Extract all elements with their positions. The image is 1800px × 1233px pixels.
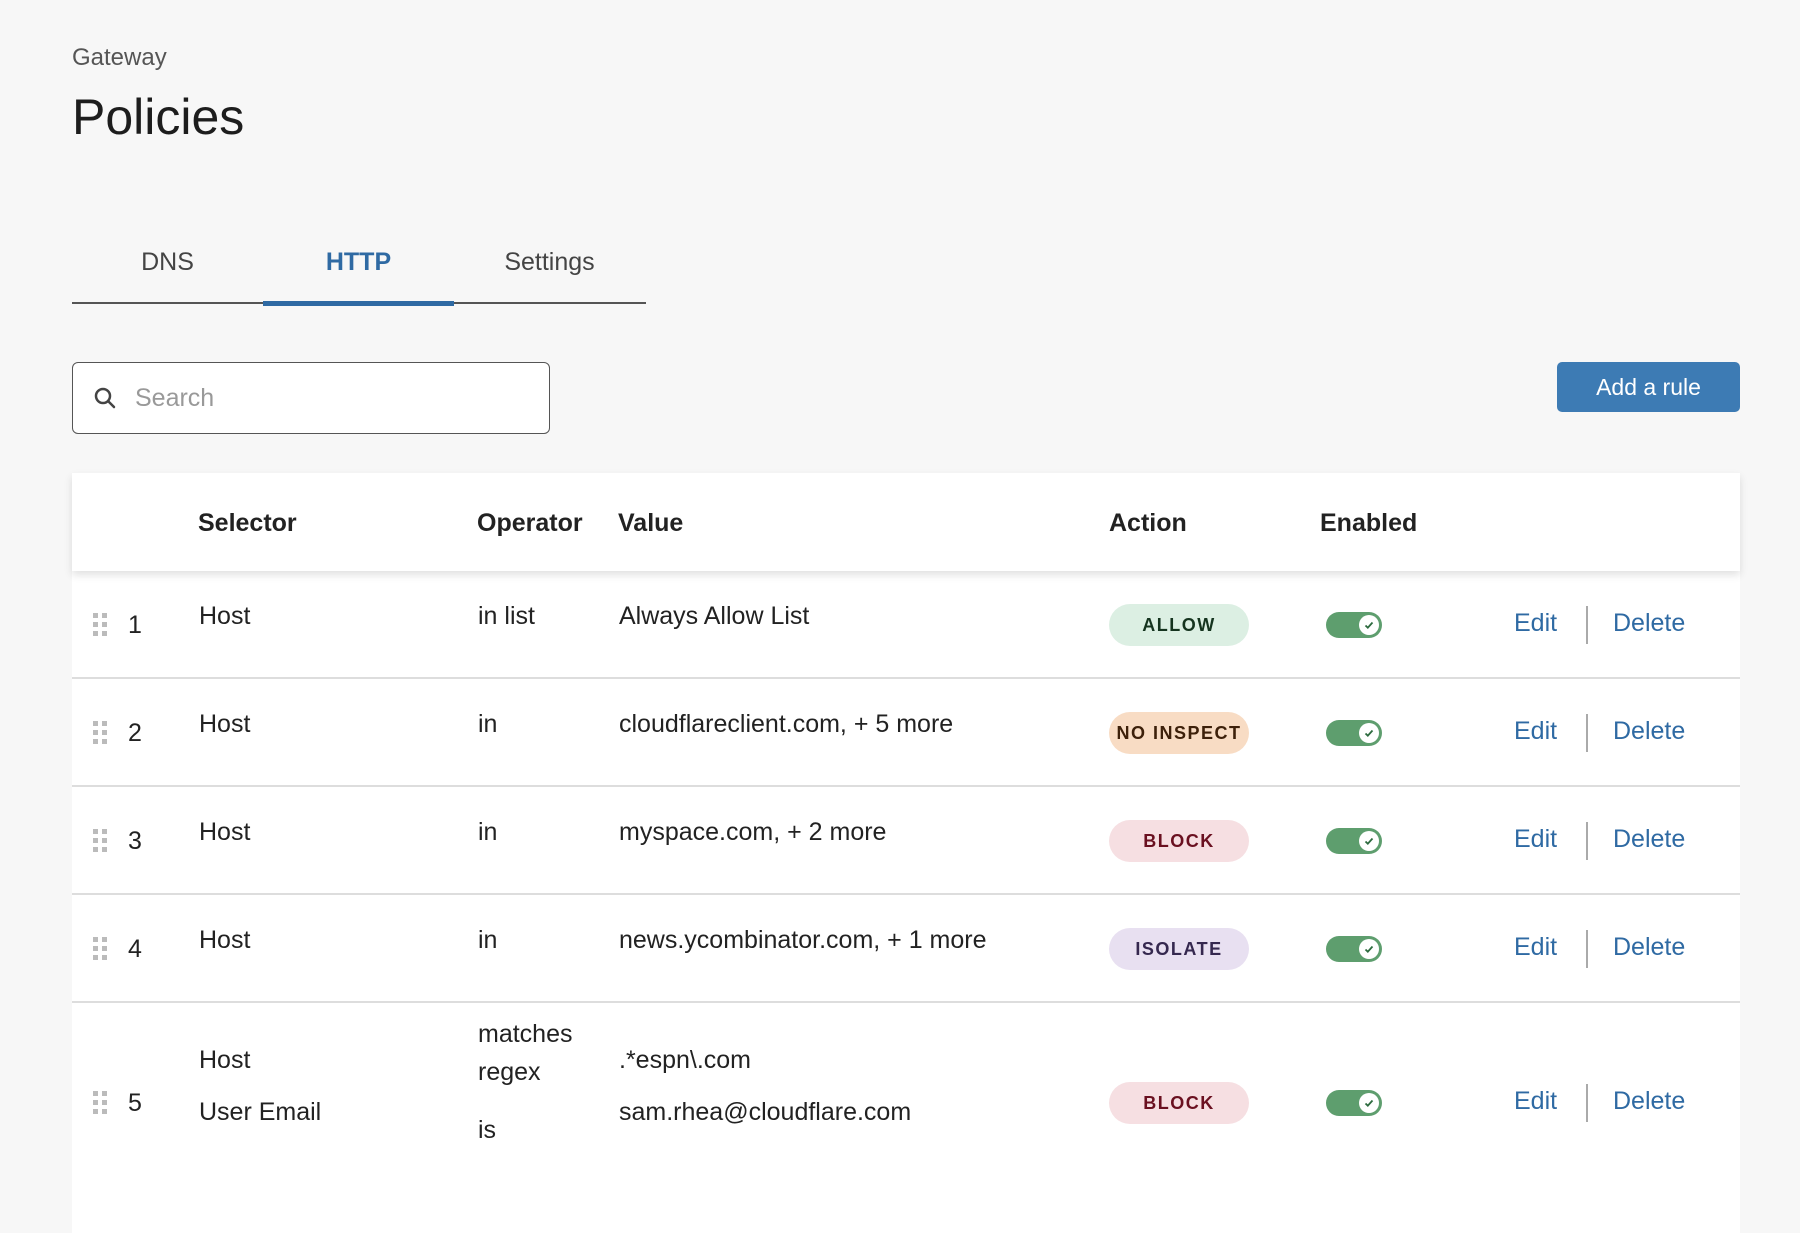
value-text: cloudflareclient.com, + 5 more bbox=[619, 710, 954, 738]
table-row: 4 Host in news.ycombinator.com, + 1 more ISO… bbox=[72, 895, 1740, 1003]
table-row: 2 Host in cloudflareclient.com, + 5 more NO … bbox=[72, 679, 1740, 787]
check-icon bbox=[1359, 1093, 1379, 1113]
selector-text: Host bbox=[199, 602, 251, 630]
table-row: 5 Host User Email matches regex is .*espn\.co… bbox=[72, 1003, 1740, 1203]
drag-handle-icon[interactable] bbox=[93, 613, 107, 637]
action-divider bbox=[1586, 714, 1588, 752]
column-header-selector[interactable]: Selector bbox=[198, 509, 297, 537]
value-text: sam.rhea@cloudflare.com bbox=[619, 1098, 912, 1126]
operator-text: matches regex bbox=[478, 1020, 573, 1086]
drag-handle-icon[interactable] bbox=[93, 721, 107, 745]
selector-text: Host bbox=[199, 1046, 251, 1074]
delete-link[interactable]: Delete bbox=[1613, 717, 1686, 745]
edit-link[interactable]: Edit bbox=[1514, 717, 1558, 745]
breadcrumb[interactable]: Gateway bbox=[72, 44, 167, 71]
check-icon bbox=[1359, 939, 1379, 959]
selector-text: Host bbox=[199, 710, 251, 738]
action-divider bbox=[1586, 822, 1588, 860]
edit-link[interactable]: Edit bbox=[1514, 825, 1558, 853]
search-input[interactable] bbox=[135, 383, 515, 413]
check-icon bbox=[1359, 831, 1379, 851]
drag-handle-icon[interactable] bbox=[93, 1091, 107, 1115]
enabled-toggle[interactable] bbox=[1326, 720, 1382, 746]
rule-index: 4 bbox=[128, 935, 142, 963]
tab-bar: DNS HTTP Settings bbox=[72, 236, 646, 306]
edit-link[interactable]: Edit bbox=[1514, 933, 1558, 961]
search-icon bbox=[94, 387, 116, 409]
delete-link[interactable]: Delete bbox=[1613, 933, 1686, 961]
enabled-toggle[interactable] bbox=[1326, 612, 1382, 638]
value-text: Always Allow List bbox=[619, 602, 810, 630]
delete-link[interactable]: Delete bbox=[1613, 609, 1686, 637]
action-divider bbox=[1586, 930, 1588, 968]
operator-text: in bbox=[478, 818, 498, 846]
value-text: myspace.com, + 2 more bbox=[619, 818, 887, 846]
operator-text: in bbox=[478, 926, 498, 954]
page-title: Policies bbox=[72, 89, 245, 145]
enabled-toggle[interactable] bbox=[1326, 936, 1382, 962]
rule-index: 5 bbox=[128, 1089, 142, 1117]
operator-text: in bbox=[478, 710, 498, 738]
rule-index: 1 bbox=[128, 611, 142, 639]
delete-link[interactable]: Delete bbox=[1613, 1087, 1686, 1115]
action-badge: NO INSPECT bbox=[1109, 712, 1249, 754]
column-header-enabled[interactable]: Enabled bbox=[1320, 509, 1418, 537]
delete-link[interactable]: Delete bbox=[1613, 825, 1686, 853]
operator-text: in list bbox=[478, 602, 535, 630]
table-row: 1 Host in list Always Allow List ALLOW Edit De… bbox=[72, 571, 1740, 679]
operator-text: is bbox=[478, 1116, 497, 1144]
drag-handle-icon[interactable] bbox=[93, 829, 107, 853]
check-icon bbox=[1359, 723, 1379, 743]
check-icon bbox=[1359, 615, 1379, 635]
edit-link[interactable]: Edit bbox=[1514, 1087, 1558, 1115]
column-header-value[interactable]: Value bbox=[618, 509, 684, 537]
rule-index: 2 bbox=[128, 719, 142, 747]
tab-dns[interactable]: DNS bbox=[141, 248, 194, 276]
action-badge: BLOCK bbox=[1109, 1082, 1249, 1124]
column-header-operator[interactable]: Operator bbox=[477, 509, 583, 537]
table-row: 3 Host in myspace.com, + 2 more BLOCK Edit Del… bbox=[72, 787, 1740, 895]
enabled-toggle[interactable] bbox=[1326, 1090, 1382, 1116]
table-header: Selector Operator Value Action Enabled bbox=[72, 473, 1740, 571]
value-text: news.ycombinator.com, + 1 more bbox=[619, 926, 987, 954]
value-text: .*espn\.com bbox=[619, 1046, 752, 1074]
action-badge: BLOCK bbox=[1109, 820, 1249, 862]
edit-link[interactable]: Edit bbox=[1514, 609, 1558, 637]
rule-index: 3 bbox=[128, 827, 142, 855]
action-divider bbox=[1586, 1084, 1588, 1122]
tab-http[interactable]: HTTP bbox=[263, 236, 454, 306]
column-header-action[interactable]: Action bbox=[1109, 509, 1187, 537]
enabled-toggle[interactable] bbox=[1326, 828, 1382, 854]
policies-table: Selector Operator Value Action Enabled 1… bbox=[72, 473, 1740, 1233]
drag-handle-icon[interactable] bbox=[93, 937, 107, 961]
action-divider bbox=[1586, 606, 1588, 644]
search-box[interactable] bbox=[72, 362, 550, 434]
action-badge: ISOLATE bbox=[1109, 928, 1249, 970]
action-badge: ALLOW bbox=[1109, 604, 1249, 646]
table-body: 1 Host in list Always Allow List ALLOW Edit De… bbox=[72, 571, 1740, 1203]
selector-text: Host bbox=[199, 926, 251, 954]
add-rule-button[interactable]: Add a rule bbox=[1557, 362, 1740, 412]
selector-text: User Email bbox=[199, 1098, 322, 1126]
tab-settings[interactable]: Settings bbox=[504, 248, 595, 276]
selector-text: Host bbox=[199, 818, 251, 846]
